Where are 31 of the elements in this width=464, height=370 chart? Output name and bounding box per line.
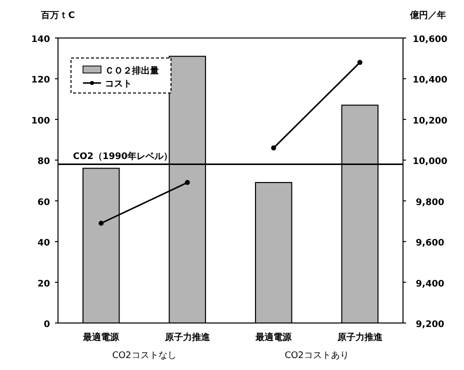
y-tick-label: 0 — [44, 320, 50, 330]
y2-tick-label: 10,400 — [412, 76, 448, 86]
y-tick-label: 100 — [31, 116, 50, 126]
x-tick-label: 最適電源 — [82, 332, 120, 343]
point — [184, 180, 190, 186]
point — [271, 145, 276, 150]
y-tick-label: 60 — [37, 198, 50, 208]
y2-axis-title: 億円／年 — [409, 10, 446, 21]
y-tick-label: 40 — [37, 238, 50, 249]
x-tick-label: 原子力推進 — [164, 332, 211, 343]
y-tick-label: 120 — [31, 76, 50, 86]
y2-tick-label: 9,200 — [416, 320, 444, 330]
y2-tick-label: 10,000 — [412, 157, 448, 168]
y-axis-title: 百万ｔC — [40, 10, 76, 21]
legend-label: ＣＯ２排出量 — [105, 66, 159, 76]
y2-tick-label: 10,600 — [412, 35, 448, 45]
ref-line-label: CO2（1990年レベル） — [73, 151, 173, 162]
y2-tick-label: 9,800 — [416, 198, 444, 208]
text: CO2コストなし — [112, 351, 176, 361]
point — [98, 220, 104, 226]
y2-tick-label: 9,600 — [416, 238, 444, 249]
x-tick-label: 原子力推進 — [336, 332, 384, 343]
y2-tick-label: 9,400 — [416, 279, 444, 290]
point — [357, 60, 362, 65]
x-tick-label: 最適電源 — [254, 332, 293, 343]
y-tick-label: 140 — [31, 35, 50, 45]
y-tick-label: 20 — [37, 279, 50, 290]
text: CO2コストあり — [284, 351, 349, 361]
y-tick-label: 80 — [37, 157, 50, 168]
legend-label: コスト — [105, 80, 132, 90]
y2-tick-label: 10,200 — [412, 116, 448, 126]
